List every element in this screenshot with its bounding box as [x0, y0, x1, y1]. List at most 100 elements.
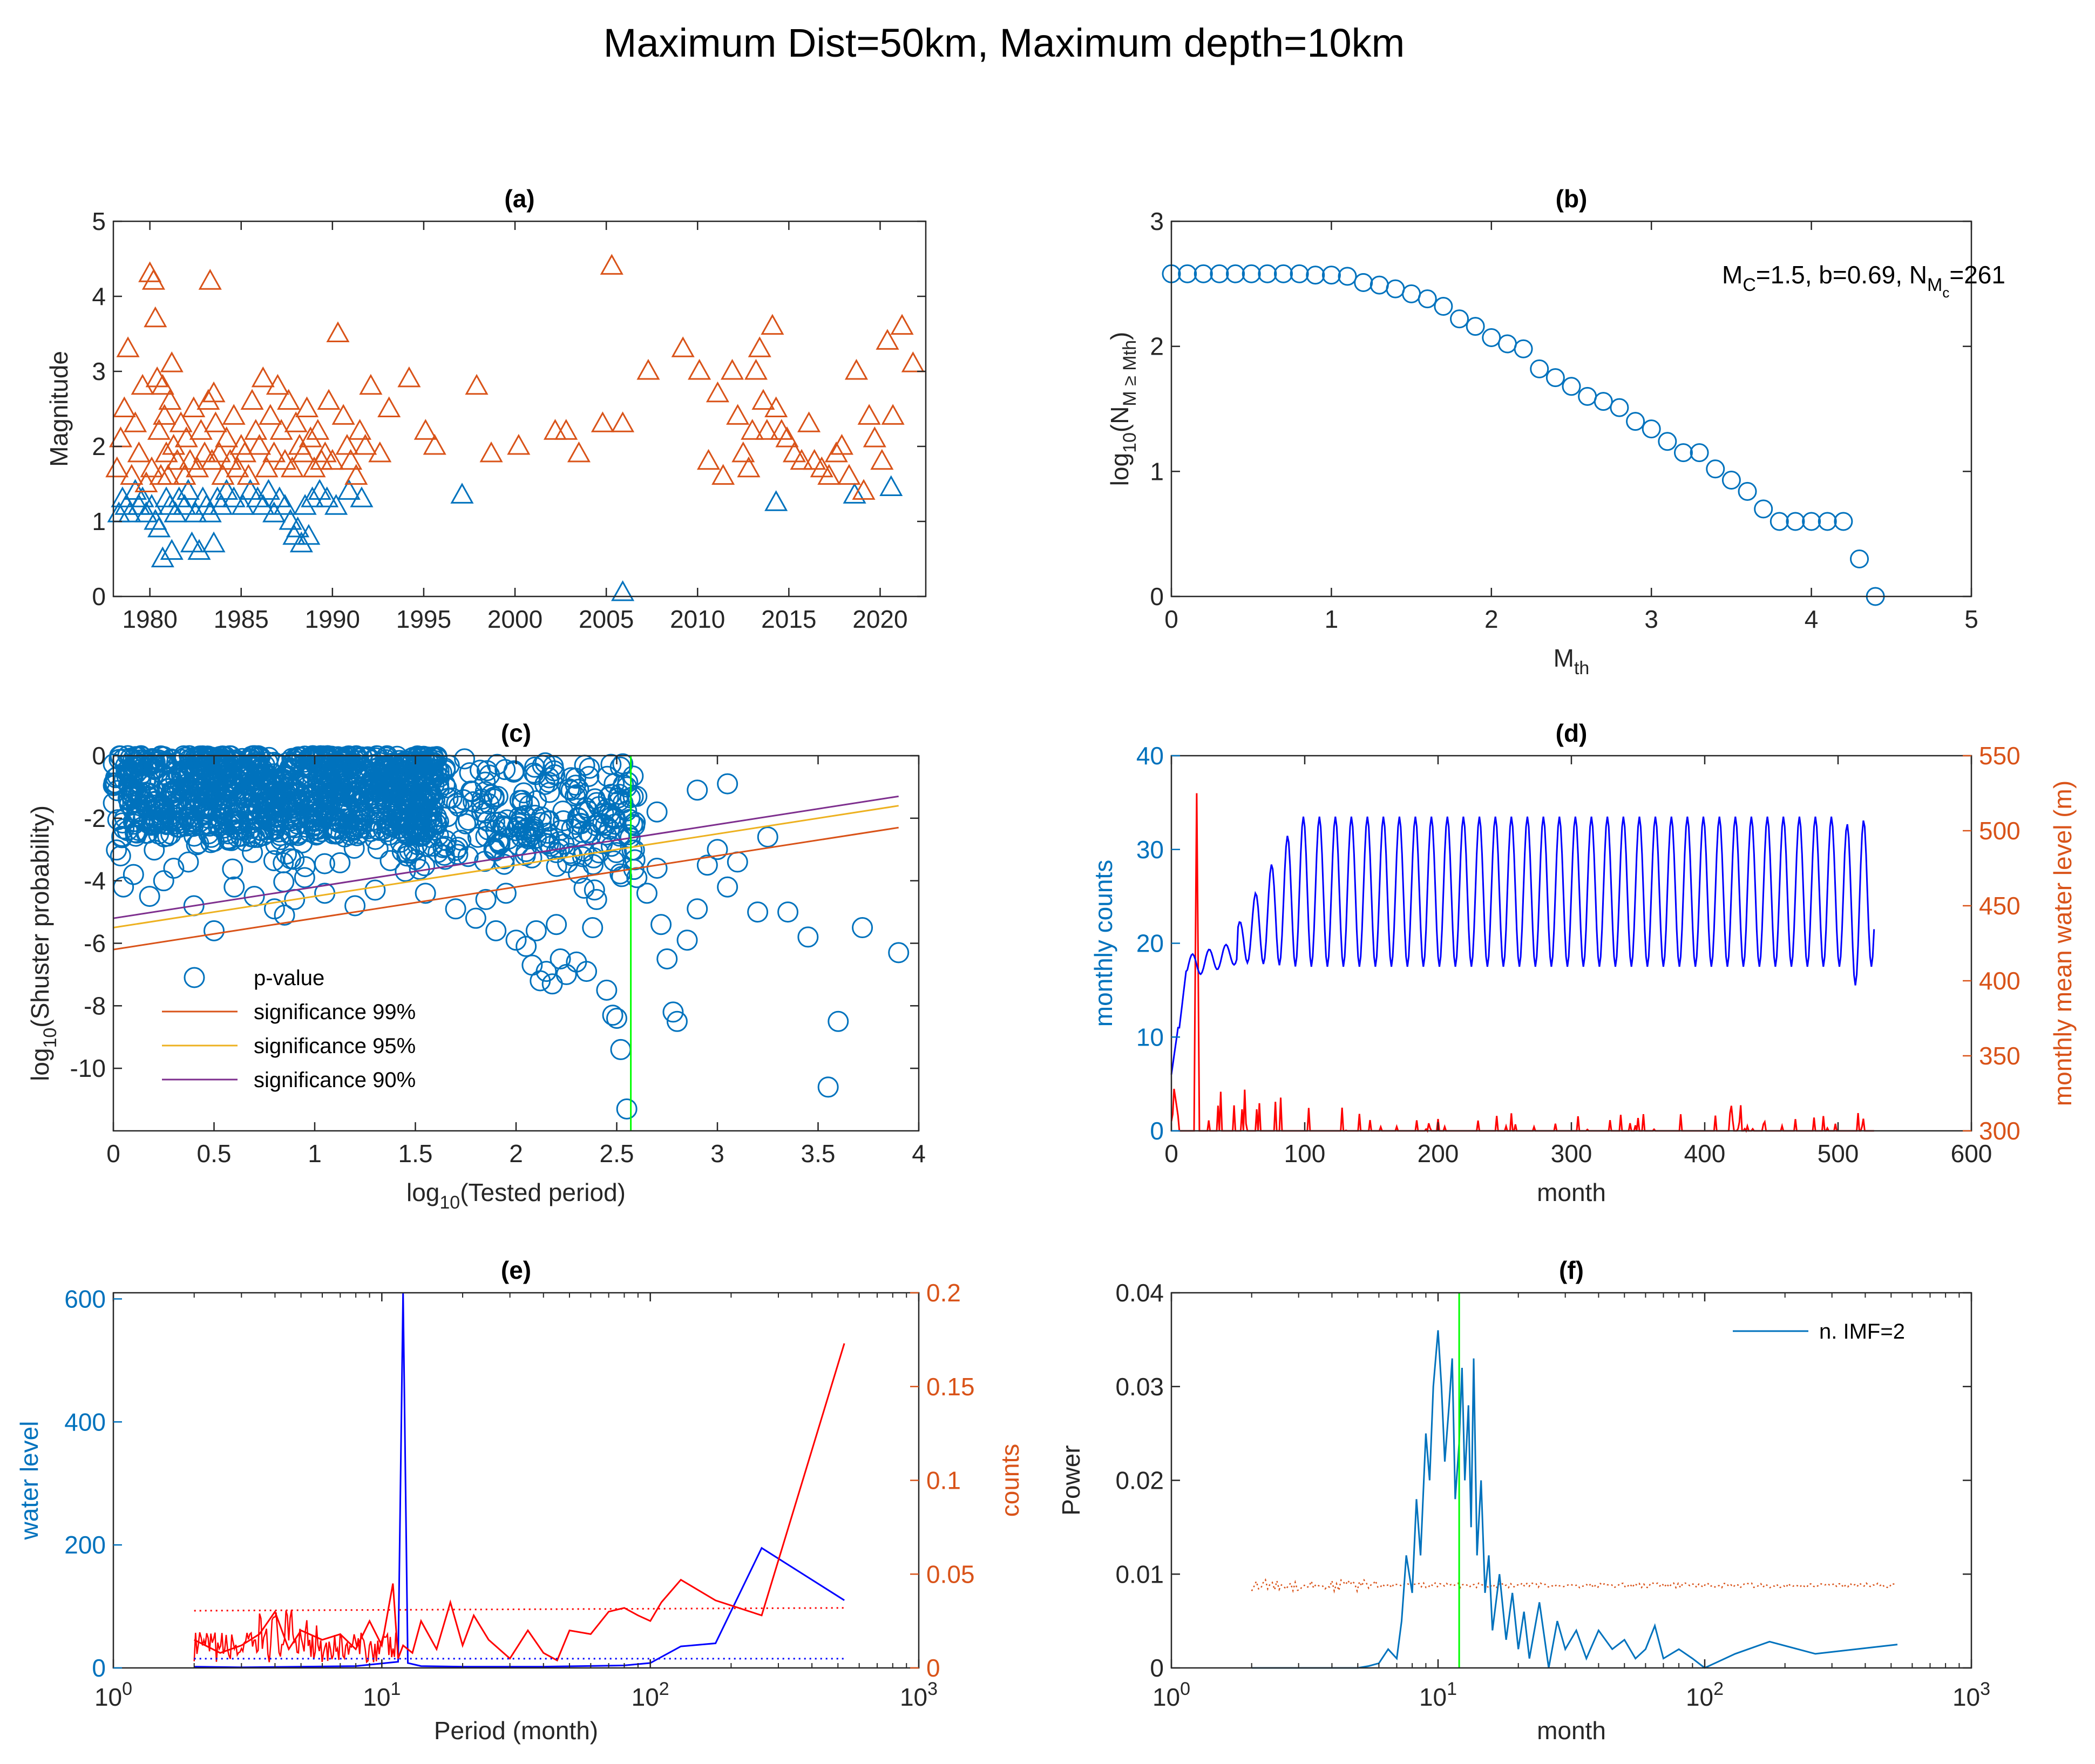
y-tick-label: 30 [1136, 836, 1164, 864]
circle-marker [646, 858, 668, 879]
x-tick-label: 1 [308, 1139, 322, 1168]
triangle-marker [782, 441, 806, 463]
panel-title: (b) [1556, 185, 1588, 213]
y-axis-label: log10(Shuster probability) [26, 805, 60, 1081]
triangle-marker [118, 501, 141, 523]
circle-marker [707, 839, 728, 860]
triangle-marker [567, 441, 591, 463]
fit-annotation: MC=1.5, b=0.69, NMc=261 [1722, 261, 2005, 301]
circle-marker [460, 780, 482, 802]
circle-marker [465, 907, 486, 929]
circle-marker [757, 826, 778, 848]
circle-marker [535, 961, 557, 982]
circle-marker [459, 762, 480, 784]
triangle-marker [591, 411, 614, 432]
circle-marker [121, 768, 143, 790]
panel-d: (d) 0 100 200 300 400 500 600 0 10 20 30 40 300 350 400… [1089, 719, 2077, 1206]
x-tick-label: 0 [106, 1139, 120, 1168]
circle-marker [559, 843, 581, 864]
circle-marker [777, 901, 799, 923]
y-tick-label: 3 [1150, 207, 1164, 235]
circle-marker [1402, 284, 1421, 303]
y-tick-label: 20 [1136, 930, 1164, 958]
triangle-marker [160, 539, 184, 560]
x-tick-label: 4 [1805, 605, 1819, 633]
triangle-marker [844, 358, 869, 380]
triangle-marker [236, 464, 260, 485]
triangle-marker [222, 486, 246, 507]
circle-marker [158, 778, 180, 799]
circle-marker [407, 817, 429, 839]
triangle-marker [348, 419, 372, 440]
x-tick-label: 4 [912, 1139, 926, 1168]
circle-marker [600, 836, 622, 857]
x-tick-label: 2000 [487, 605, 543, 633]
circle-marker [178, 851, 199, 873]
panel-title: (d) [1556, 719, 1588, 747]
y-tick-label: 4 [92, 282, 106, 310]
y-axis-label: Power [1057, 1445, 1085, 1515]
triangle-marker [240, 389, 264, 410]
circle-marker [301, 801, 323, 823]
circle-marker [516, 935, 537, 957]
circle-marker [1434, 297, 1453, 316]
x-tick-label: 1 [1325, 605, 1339, 633]
y-tick-label-right: 0.2 [926, 1279, 961, 1307]
triangle-marker [881, 404, 905, 425]
figure-suptitle: Maximum Dist=50km, Maximum depth=10km [604, 21, 1405, 65]
y-tick-label: 1 [1150, 457, 1164, 485]
circle-marker [373, 757, 395, 778]
circle-marker [489, 832, 511, 853]
triangle-marker [741, 419, 764, 440]
circle-marker [239, 803, 260, 825]
circle-marker [153, 870, 174, 892]
triangle-marker [215, 479, 239, 500]
circle-marker [636, 883, 657, 904]
y-tick-label: -2 [84, 804, 106, 832]
triangle-marker [450, 483, 474, 504]
circle-marker [650, 914, 672, 935]
circle-marker [398, 756, 420, 777]
circle-marker [204, 920, 225, 941]
triangle-marker [180, 531, 204, 553]
y-axis-label-left: water level [15, 1421, 43, 1541]
circle-marker [717, 773, 738, 795]
triangle-marker [824, 441, 848, 463]
circle-marker [1850, 549, 1869, 568]
circle-marker [137, 823, 158, 844]
circle-marker [477, 810, 498, 832]
triangle-marker [162, 433, 186, 455]
x-tick-label: 2.5 [600, 1139, 634, 1168]
circle-marker [454, 748, 476, 770]
circle-marker [595, 815, 616, 836]
circle-marker [232, 757, 253, 779]
triangle-marker [160, 351, 184, 372]
circle-marker [279, 824, 301, 845]
circle-marker [817, 1076, 839, 1098]
circle-marker [303, 815, 325, 837]
circle-marker [602, 1005, 623, 1026]
triangle-marker [140, 456, 164, 478]
triangle-marker [335, 433, 359, 455]
circle-marker [618, 824, 639, 845]
circle-marker [360, 779, 381, 800]
x-tick-label: 300 [1551, 1139, 1592, 1168]
circle-marker [1242, 264, 1261, 283]
triangle-marker [711, 464, 735, 485]
circle-marker [288, 804, 310, 825]
circle-marker [184, 967, 205, 988]
x-tick-label: 102 [1686, 1679, 1724, 1711]
x-tick-label: 1980 [122, 605, 177, 633]
circle-marker [560, 767, 582, 789]
triangle-marker [153, 404, 177, 425]
triangle-marker [543, 419, 567, 440]
circle-marker [209, 809, 231, 830]
triangle-marker [397, 366, 421, 388]
circle-marker [1673, 443, 1693, 463]
spectrum-line [194, 1292, 845, 1668]
triangle-marker [187, 539, 211, 560]
circle-marker [218, 828, 239, 850]
circle-marker [552, 800, 574, 822]
circle-marker [397, 781, 419, 802]
triangle-marker [151, 374, 174, 395]
